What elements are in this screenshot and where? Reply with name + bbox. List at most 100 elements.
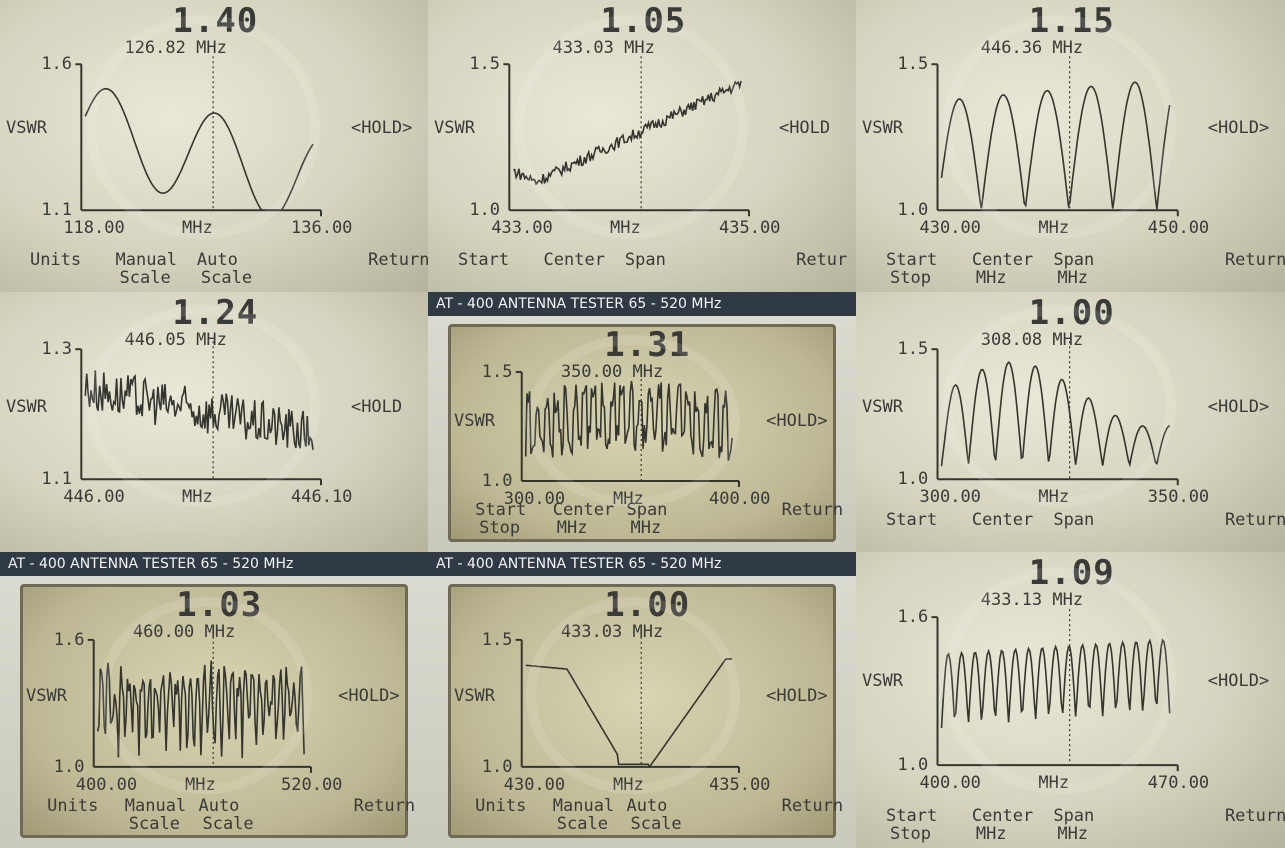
- hold-indicator: <HOLD>: [350, 117, 413, 138]
- y-axis-top-label: 1.5: [897, 54, 929, 75]
- softkey-3-sublabel[interactable]: Scale: [202, 814, 254, 834]
- lcd-panel-9: 1.09 433.13 MHz 1.6 1.0 VSWR 400.00 MHz 470.00 <…: [856, 552, 1285, 848]
- x-axis-end-label: 435.00: [709, 774, 771, 795]
- softkey-1-sublabel[interactable]: Stop: [479, 518, 521, 538]
- softkey-2-sublabel[interactable]: MHz: [556, 518, 588, 538]
- hold-indicator: <HOLD>: [1207, 117, 1270, 138]
- vswr-reading: 1.40: [172, 1, 259, 41]
- softkey-return-label[interactable]: Return: [353, 796, 416, 816]
- x-axis-start-label: 430.00: [919, 218, 981, 239]
- softkey-2-label[interactable]: Center: [552, 500, 615, 520]
- softkey-1-label[interactable]: Start: [886, 806, 938, 826]
- vswr-reading: 1.05: [600, 1, 687, 41]
- softkey-3-label[interactable]: Auto: [626, 796, 668, 816]
- softkey-1-label[interactable]: Start: [886, 250, 938, 270]
- softkey-3-label[interactable]: Span: [1053, 250, 1095, 270]
- frequency-readout: 446.05 MHz: [124, 330, 227, 350]
- vswr-trace: [84, 370, 314, 450]
- softkey-3-sublabel[interactable]: Scale: [630, 814, 682, 834]
- softkey-2-sublabel[interactable]: Scale: [556, 814, 608, 834]
- vswr-trace: [940, 361, 1171, 468]
- softkey-3-sublabel[interactable]: MHz: [1057, 824, 1089, 844]
- x-axis-end-label: 435.00: [719, 218, 781, 239]
- softkey-return-label[interactable]: Return: [1224, 250, 1285, 270]
- softkey-return-label[interactable]: Return: [1224, 510, 1285, 530]
- softkey-return-label[interactable]: Retur: [796, 250, 848, 270]
- softkey-2-label[interactable]: Center: [971, 510, 1034, 530]
- tester-header: AT - 400 ANTENNA TESTER 65 - 520 MHz: [428, 292, 856, 316]
- vswr-reading: 1.24: [172, 293, 259, 333]
- x-axis-unit-label: MHz: [609, 218, 641, 239]
- hold-indicator: <HOLD>: [1207, 396, 1270, 417]
- softkey-1-label[interactable]: Start: [457, 250, 510, 270]
- softkey-3-sublabel[interactable]: Scale: [200, 268, 253, 288]
- softkey-2-label[interactable]: Center: [971, 250, 1034, 270]
- softkey-3-label[interactable]: Span: [1053, 806, 1095, 826]
- y-axis-top-label: 1.5: [481, 629, 513, 650]
- vswr-reading: 1.00: [1028, 293, 1115, 333]
- x-axis-unit-label: MHz: [1038, 773, 1070, 794]
- vswr-plot: [931, 341, 1179, 486]
- x-axis-end-label: 470.00: [1147, 773, 1210, 794]
- x-axis-end-label: 400.00: [709, 488, 771, 509]
- vswr-trace: [513, 80, 742, 186]
- softkey-3-label[interactable]: Auto: [196, 250, 238, 270]
- softkey-3-label[interactable]: Span: [626, 500, 668, 520]
- softkey-2-sublabel[interactable]: Scale: [128, 814, 180, 834]
- x-axis-unit-label: MHz: [1038, 487, 1070, 508]
- x-axis-unit-label: MHz: [1038, 218, 1070, 239]
- softkey-2-label[interactable]: Manual: [115, 250, 177, 270]
- softkey-3-sublabel[interactable]: MHz: [1057, 268, 1089, 288]
- softkey-1-label[interactable]: Units: [475, 796, 527, 816]
- softkey-2-sublabel[interactable]: MHz: [975, 824, 1007, 844]
- y-axis-title: VSWR: [454, 686, 495, 707]
- softkey-2-label[interactable]: Manual: [124, 796, 187, 816]
- softkey-return-label[interactable]: Return: [368, 250, 428, 270]
- frequency-readout: 126.82 MHz: [124, 38, 227, 58]
- softkey-2-label[interactable]: Manual: [552, 796, 615, 816]
- softkey-return-label[interactable]: Return: [781, 796, 844, 816]
- softkey-1-sublabel[interactable]: Stop: [890, 824, 931, 844]
- vswr-plot: [75, 341, 322, 486]
- vswr-reading: 1.09: [1028, 553, 1115, 593]
- softkey-1-sublabel[interactable]: Stop: [890, 268, 931, 288]
- vswr-reading: 1.00: [604, 585, 691, 625]
- x-axis-start-label: 300.00: [919, 487, 981, 508]
- softkey-2-sublabel[interactable]: MHz: [975, 268, 1007, 288]
- vswr-trace: [940, 638, 1171, 729]
- softkey-1-label[interactable]: Start: [886, 510, 938, 530]
- vswr-plot: [931, 56, 1179, 217]
- lcd-panel-3: 1.15 446.36 MHz 1.5 1.0 VSWR 430.00 MHz 450.00 <…: [856, 0, 1285, 292]
- softkey-return-label[interactable]: Return: [781, 500, 844, 520]
- x-axis-start-label: 300.00: [503, 488, 566, 509]
- softkey-1-label[interactable]: Units: [47, 796, 99, 816]
- softkey-3-label[interactable]: Auto: [198, 796, 240, 816]
- softkey-2-label[interactable]: Center: [971, 806, 1034, 826]
- x-axis-end-label: 520.00: [281, 774, 343, 795]
- y-axis-title: VSWR: [6, 117, 47, 138]
- frequency-readout: 308.08 MHz: [980, 330, 1084, 350]
- hold-indicator: <HOLD>: [766, 686, 828, 707]
- y-axis-bottom-label: 1.1: [41, 469, 73, 490]
- frequency-readout: 460.00 MHz: [132, 622, 236, 642]
- y-axis-title: VSWR: [26, 686, 67, 707]
- x-axis-start-label: 433.00: [491, 218, 553, 239]
- y-axis-title: VSWR: [454, 411, 495, 432]
- y-axis-bottom-label: 1.0: [897, 755, 929, 776]
- y-axis-top-label: 1.3: [41, 339, 73, 360]
- softkey-2-sublabel[interactable]: Scale: [119, 268, 171, 288]
- y-axis-top-label: 1.5: [481, 361, 513, 382]
- softkey-1-label[interactable]: Start: [475, 500, 527, 520]
- hold-indicator: <HOLD>: [766, 411, 828, 432]
- y-axis-bottom-label: 1.0: [481, 470, 513, 491]
- softkey-3-sublabel[interactable]: MHz: [630, 518, 662, 538]
- softkey-3-label[interactable]: Span: [1053, 510, 1095, 530]
- frequency-readout: 433.13 MHz: [980, 590, 1084, 610]
- vswr-plot: [75, 56, 322, 217]
- softkey-1-label[interactable]: Units: [29, 250, 82, 270]
- y-axis-title: VSWR: [862, 671, 903, 692]
- softkey-3-label[interactable]: Span: [624, 250, 666, 270]
- x-axis-start-label: 400.00: [919, 773, 981, 794]
- softkey-2-label[interactable]: Center: [543, 250, 605, 270]
- softkey-return-label[interactable]: Return: [1224, 806, 1285, 826]
